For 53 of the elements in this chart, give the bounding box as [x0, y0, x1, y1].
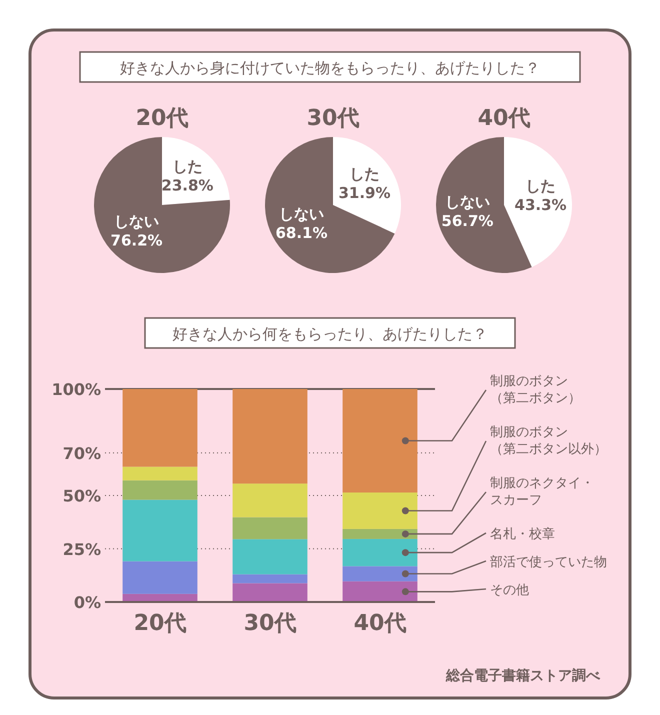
- pie-slice: [94, 137, 230, 273]
- data-label: 31.9%: [338, 184, 391, 202]
- text: 制服のボタン（第二ボタン以外）: [490, 425, 607, 457]
- text: 部活で使っていた物: [490, 555, 607, 570]
- chart-title: 40代: [478, 106, 530, 131]
- slice-label: しない: [444, 192, 490, 211]
- chart-title: 好きな人から何をもらったり、あげたりした？: [172, 325, 488, 343]
- bar: [342, 389, 418, 493]
- x-tick-label: 30代: [244, 611, 296, 636]
- text: 好きな人から身に付けていた物をもらったり、あげたりした？: [120, 59, 540, 77]
- slice-label: した: [350, 164, 380, 183]
- x-tick-label: 40代: [354, 611, 406, 636]
- y-tick-label: 50%: [62, 486, 101, 506]
- pie-slice: [504, 137, 572, 268]
- bar: [232, 539, 308, 574]
- bar: [342, 538, 418, 566]
- pie-slice: [265, 137, 395, 273]
- bar: [342, 528, 418, 539]
- slice-label: した: [526, 177, 556, 196]
- data-label: 23.8%: [161, 176, 214, 195]
- x-tick-label: 20代: [134, 611, 186, 636]
- chart-title: 30代: [306, 106, 360, 131]
- y-tick-label: 70%: [62, 444, 101, 463]
- y-tick-label: 100%: [52, 380, 101, 399]
- text: 制服のボタン（第二ボタン）: [490, 374, 581, 406]
- data-label: 76.2%: [110, 231, 163, 250]
- text: 名札・校章: [490, 527, 555, 542]
- bar: [122, 466, 198, 480]
- bar: [122, 480, 198, 500]
- y-tick-label: 0%: [74, 593, 101, 612]
- bar: [342, 581, 418, 602]
- bar: [342, 492, 418, 529]
- text: 制服のネクタイ・スカーフ: [490, 476, 594, 508]
- slice-label: した: [172, 158, 202, 176]
- bar: [122, 561, 198, 594]
- bar: [232, 583, 308, 602]
- y-tick-label: 25%: [62, 540, 101, 559]
- bar: [122, 500, 198, 562]
- data-label: 68.1%: [275, 224, 328, 242]
- data-label: 56.7%: [441, 212, 494, 230]
- bar: [122, 389, 198, 467]
- bar: [232, 389, 308, 484]
- slice-label: しない: [278, 205, 324, 224]
- slice-label: しない: [114, 212, 160, 230]
- data-label: 43.3%: [514, 196, 567, 214]
- text: 総合電子書籍ストア調べ: [445, 667, 601, 684]
- bar: [342, 566, 418, 582]
- text: その他: [490, 583, 529, 598]
- chart-title: 20代: [136, 106, 188, 131]
- pie-slice: [333, 137, 401, 234]
- bar: [232, 484, 308, 518]
- bar: [232, 517, 308, 540]
- bar: [232, 574, 308, 584]
